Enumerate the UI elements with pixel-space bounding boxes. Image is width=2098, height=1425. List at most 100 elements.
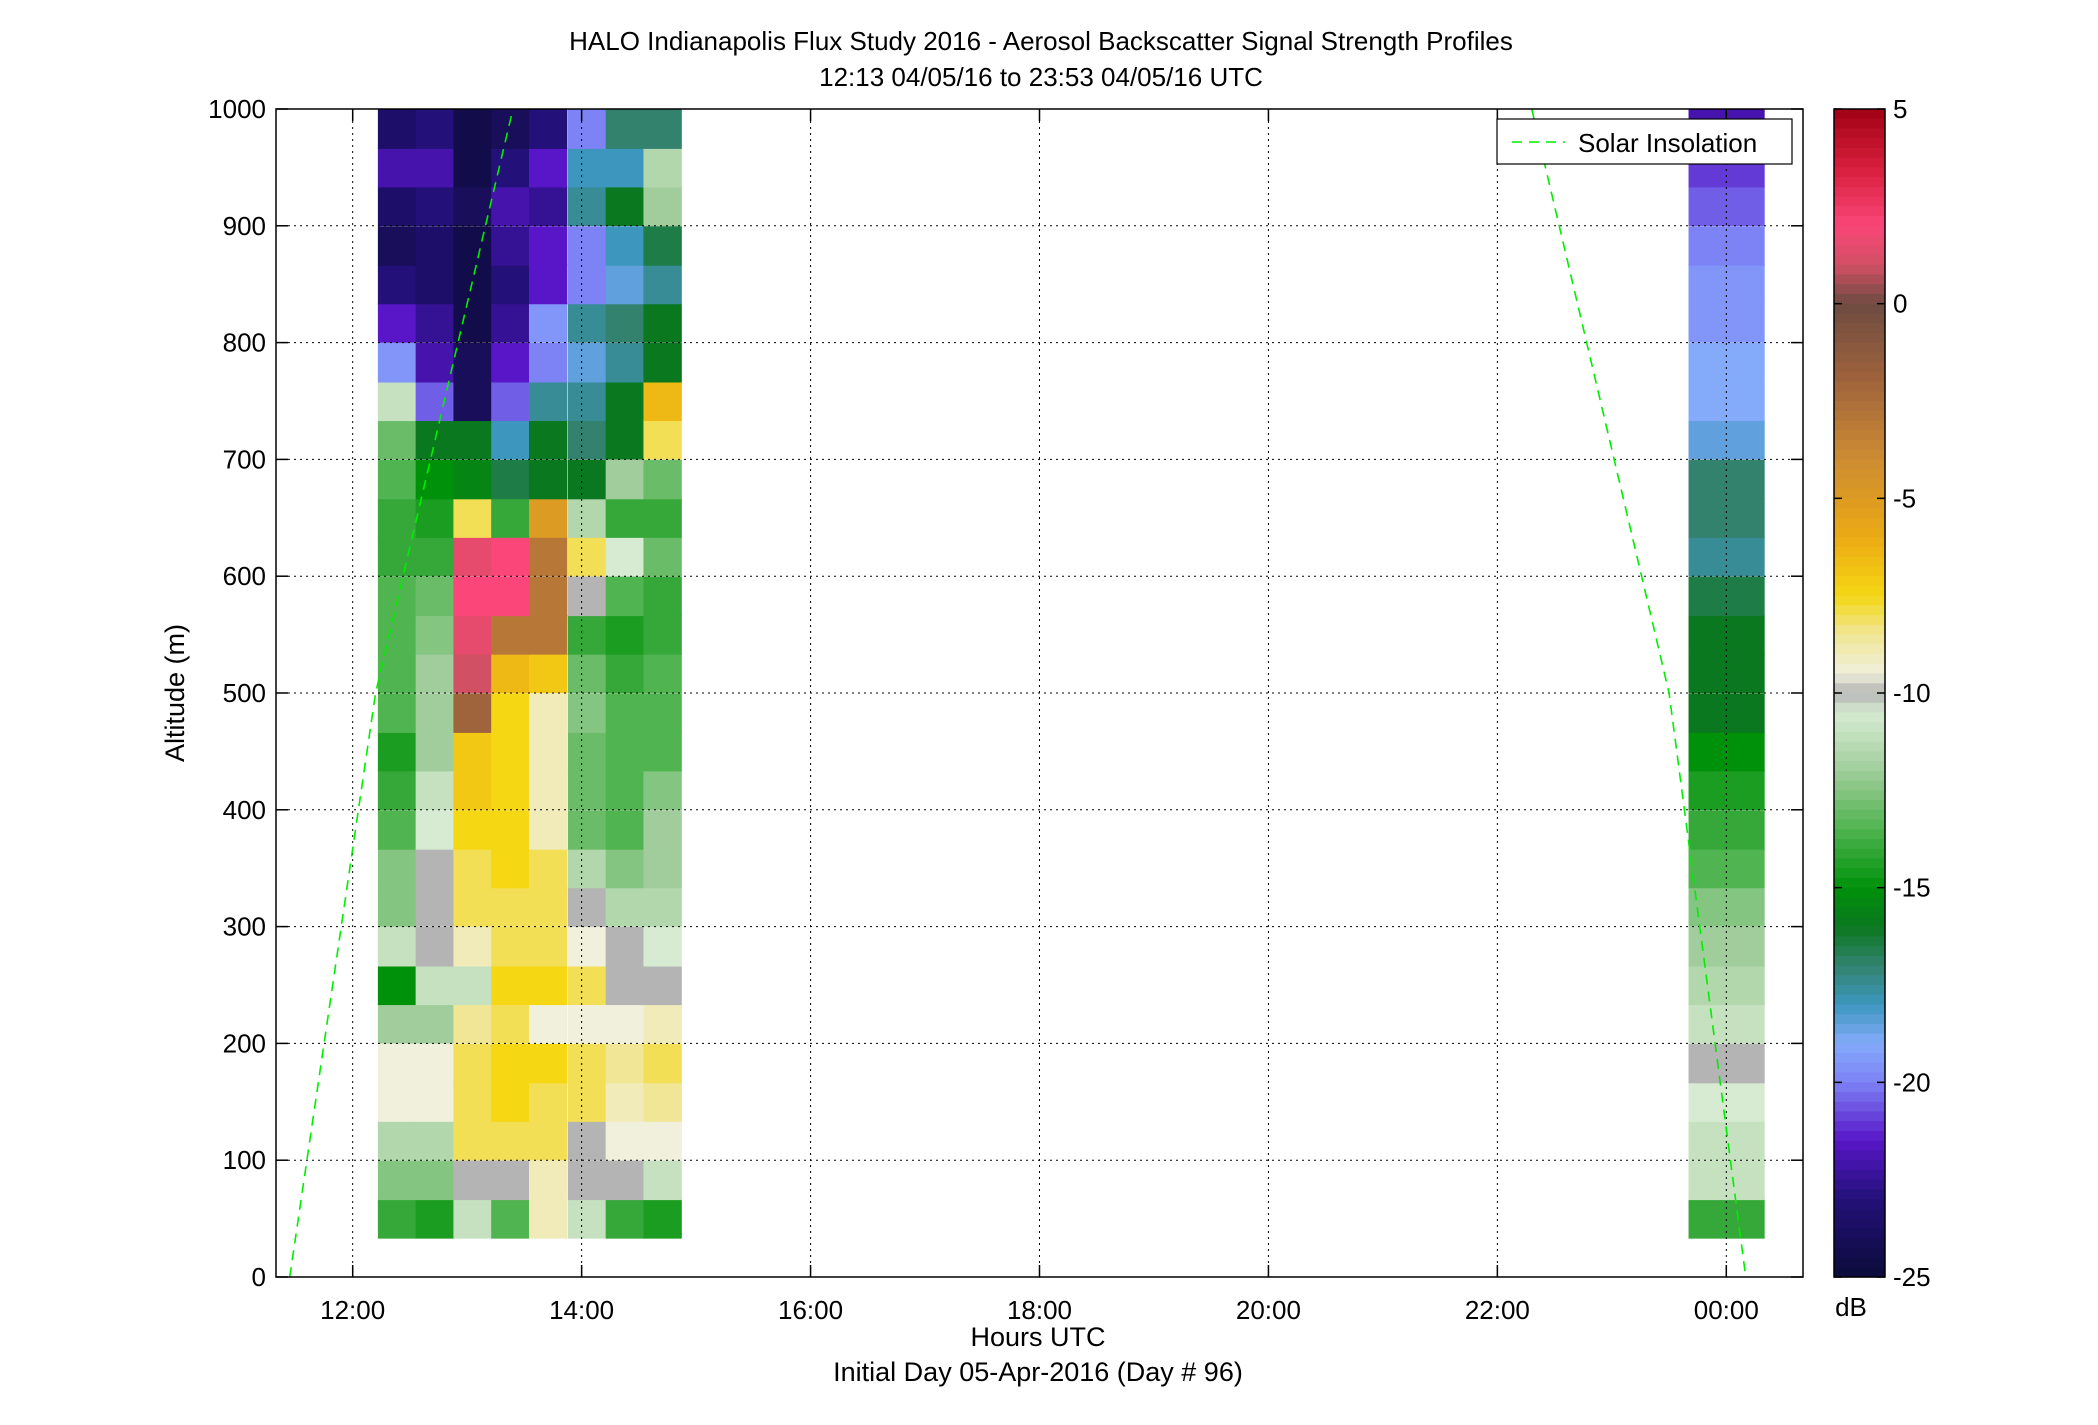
heatmap-cell xyxy=(491,927,530,967)
heatmap-cell xyxy=(1726,848,1765,889)
heatmap-cell xyxy=(491,731,530,772)
heatmap-cell xyxy=(605,965,645,1006)
heatmap-cell xyxy=(1688,343,1727,383)
heatmap-cell xyxy=(453,420,492,460)
heatmap-cell xyxy=(1688,693,1727,733)
heatmap-cell xyxy=(643,186,682,226)
heatmap-cell xyxy=(643,381,682,422)
heatmap-cell xyxy=(567,264,607,305)
heatmap-cell xyxy=(528,576,568,617)
colorbar-swatch xyxy=(1834,1218,1885,1229)
heatmap-cell xyxy=(415,186,455,226)
heatmap-cell xyxy=(377,1199,417,1239)
heatmap-cell xyxy=(567,1120,607,1161)
colorbar-swatch xyxy=(1834,693,1885,704)
heatmap-cell xyxy=(1726,536,1765,577)
colorbar-swatch xyxy=(1834,332,1885,344)
heatmap-cell xyxy=(528,1043,568,1084)
heatmap-cell xyxy=(1688,770,1727,810)
colorbar-swatch xyxy=(1834,147,1885,159)
heatmap-cell xyxy=(605,848,645,889)
colorbar-swatch xyxy=(1834,790,1885,801)
heatmap-cell xyxy=(453,1004,492,1044)
heatmap-cell xyxy=(491,848,530,889)
y-tick-label: 0 xyxy=(252,1262,266,1292)
colorbar-unit-label: dB xyxy=(1835,1292,1867,1322)
heatmap-cell xyxy=(605,226,645,266)
heatmap-cell xyxy=(415,459,455,500)
heatmap-cell xyxy=(1726,343,1765,383)
heatmap-cell xyxy=(605,343,645,383)
heatmap-cell xyxy=(415,498,455,538)
heatmap-cell xyxy=(605,1160,645,1201)
heatmap-cell xyxy=(1688,186,1727,226)
heatmap-cell xyxy=(1726,1199,1765,1239)
heatmap-cell xyxy=(643,303,682,343)
colorbar-swatch xyxy=(1834,1257,1885,1268)
heatmap-cell xyxy=(1688,1199,1727,1239)
colorbar-tick-label: -10 xyxy=(1893,678,1931,708)
heatmap-cell xyxy=(643,615,682,655)
x-axis-label: Hours UTC xyxy=(970,1322,1105,1352)
colorbar-swatch xyxy=(1834,936,1885,947)
colorbar-swatch xyxy=(1834,1179,1885,1190)
colorbar-swatch xyxy=(1834,556,1885,568)
colorbar-swatch xyxy=(1834,498,1885,509)
heatmap-cell xyxy=(415,810,455,850)
heatmap-cell xyxy=(567,381,607,422)
chart-title: HALO Indianapolis Flux Study 2016 - Aero… xyxy=(569,26,1513,56)
heatmap-cell xyxy=(1726,1082,1765,1122)
heatmap-cell xyxy=(453,186,492,226)
colorbar-swatch xyxy=(1834,1238,1885,1249)
heatmap-cell xyxy=(643,420,682,460)
legend-label-solar-insolation: Solar Insolation xyxy=(1578,128,1757,158)
heatmap-cell xyxy=(605,576,645,617)
colorbar-swatch xyxy=(1834,401,1885,412)
heatmap-cell xyxy=(377,459,417,500)
colorbar-swatch xyxy=(1834,615,1885,626)
heatmap-cell xyxy=(643,576,682,617)
heatmap-cell xyxy=(567,887,607,927)
heatmap-cell xyxy=(453,1160,492,1201)
heatmap-cell xyxy=(643,810,682,850)
heatmap-cell xyxy=(567,576,607,617)
colorbar-swatch xyxy=(1834,527,1885,538)
heatmap-cell xyxy=(491,1004,530,1044)
heatmap-cell xyxy=(1726,264,1765,305)
heatmap-cell xyxy=(377,1082,417,1122)
heatmap-cell xyxy=(528,264,568,305)
heatmap-cell xyxy=(491,381,530,422)
heatmap-cell xyxy=(1726,1120,1765,1161)
heatmap-cell xyxy=(567,1199,607,1239)
heatmap-cell xyxy=(605,498,645,538)
heatmap-cell xyxy=(491,615,530,655)
solar-insolation-line-ascending xyxy=(288,109,514,1277)
heatmap-cell xyxy=(1688,420,1727,460)
colorbar-swatch xyxy=(1834,547,1885,558)
heatmap-cell xyxy=(605,459,645,500)
heatmap-cell xyxy=(528,226,568,266)
heatmap-cell xyxy=(453,693,492,733)
heatmap-cell xyxy=(377,927,417,967)
heatmap-cell xyxy=(377,770,417,810)
heatmap-cell xyxy=(528,186,568,226)
colorbar-tick-label: -5 xyxy=(1893,483,1916,513)
heatmap-cell xyxy=(491,536,530,577)
heatmap-cell xyxy=(528,420,568,460)
heatmap-cell xyxy=(415,1199,455,1239)
heatmap-cell xyxy=(605,1043,645,1084)
heatmap-cell xyxy=(643,693,682,733)
heatmap-cell xyxy=(415,1160,455,1201)
heatmap-cell xyxy=(377,264,417,305)
colorbar-swatch xyxy=(1834,926,1885,937)
colorbar-swatch xyxy=(1834,702,1885,714)
colorbar-swatch xyxy=(1834,868,1885,879)
colorbar-swatch xyxy=(1834,177,1885,188)
heatmap-cell xyxy=(1726,770,1765,810)
heatmap-cell xyxy=(377,536,417,577)
heatmap-cell xyxy=(453,1082,492,1122)
heatmap-cells xyxy=(377,109,1765,1239)
colorbar-swatch xyxy=(1834,157,1885,168)
colorbar-swatch xyxy=(1834,264,1885,276)
heatmap-cell xyxy=(567,109,607,149)
